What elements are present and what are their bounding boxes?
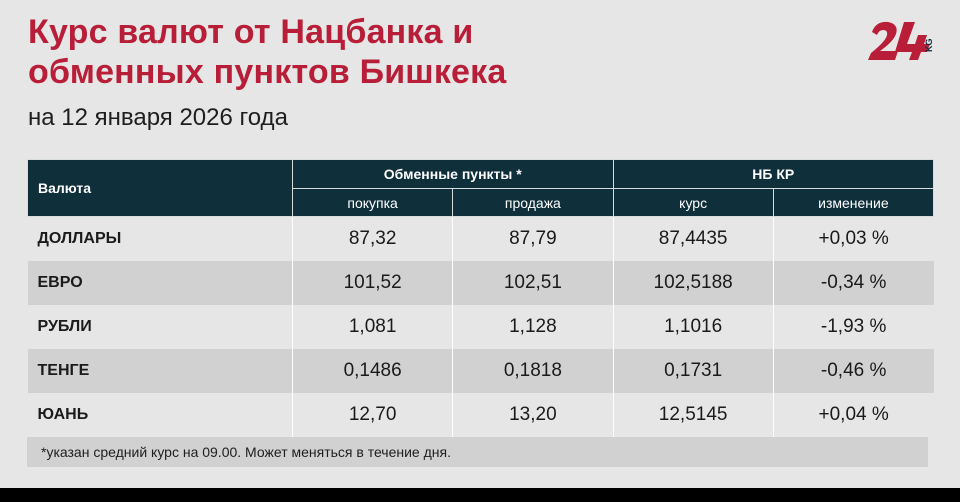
subtitle-date: на 12 января 2026 года xyxy=(28,104,288,131)
title-line-1: Курс валют от Нацбанка и xyxy=(28,13,474,51)
cell-currency: ЮАНЬ xyxy=(27,393,293,437)
table-row: РУБЛИ 1,081 1,128 1,1016 -1,93 % xyxy=(27,305,934,349)
table-row: ДОЛЛАРЫ 87,32 87,79 87,4435 +0,03 % xyxy=(27,216,934,261)
cell-rate: 87,4435 xyxy=(612,216,774,261)
header-sell: продажа xyxy=(452,188,614,217)
infographic-slide: Курс валют от Нацбанка и обменных пункто… xyxy=(0,0,960,488)
cell-buy: 87,32 xyxy=(291,216,453,261)
header-currency: Валюта xyxy=(27,159,293,217)
title-line-2: обменных пунктов Бишкека xyxy=(28,53,507,91)
table-row: ТЕНГЕ 0,1486 0,1818 0,1731 -0,46 % xyxy=(27,349,934,393)
logo-24kg-icon: KG xyxy=(868,21,934,61)
cell-sell: 0,1818 xyxy=(452,349,613,393)
page-title: Курс валют от Нацбанка и обменных пункто… xyxy=(28,12,748,92)
cell-buy: 1,081 xyxy=(291,305,453,349)
cell-sell: 102,51 xyxy=(452,261,613,305)
table-row: ЮАНЬ 12,70 13,20 12,5145 +0,04 % xyxy=(27,393,934,437)
cell-buy: 0,1486 xyxy=(291,349,453,393)
footnote: *указан средний курс на 09.00. Может мен… xyxy=(27,437,928,467)
header-nbkr: НБ КР xyxy=(612,159,935,189)
svg-text:KG: KG xyxy=(924,39,934,53)
header-exchange-points: Обменные пункты * xyxy=(292,159,614,189)
cell-currency: ДОЛЛАРЫ xyxy=(27,216,293,261)
cell-buy: 101,52 xyxy=(291,261,453,305)
header-change: изменение xyxy=(772,188,935,217)
cell-change: +0,03 % xyxy=(772,216,934,261)
cell-change: -0,34 % xyxy=(772,261,934,305)
cell-sell: 87,79 xyxy=(452,216,613,261)
cell-change: -1,93 % xyxy=(772,305,934,349)
cell-change: +0,04 % xyxy=(772,393,934,437)
cell-buy: 12,70 xyxy=(291,393,453,437)
rates-table: Валюта Обменные пункты * НБ КР покупка п… xyxy=(27,159,935,437)
cell-currency: РУБЛИ xyxy=(27,305,293,349)
cell-sell: 1,128 xyxy=(452,305,613,349)
header-rate: курс xyxy=(612,188,774,217)
header-buy: покупка xyxy=(291,188,454,217)
cell-sell: 13,20 xyxy=(452,393,613,437)
cell-currency: ТЕНГЕ xyxy=(27,349,293,393)
cell-rate: 12,5145 xyxy=(612,393,774,437)
cell-rate: 1,1016 xyxy=(612,305,774,349)
cell-rate: 0,1731 xyxy=(612,349,774,393)
table-row: ЕВРО 101,52 102,51 102,5188 -0,34 % xyxy=(27,261,934,305)
cell-rate: 102,5188 xyxy=(612,261,774,305)
cell-currency: ЕВРО xyxy=(27,261,293,305)
cell-change: -0,46 % xyxy=(772,349,934,393)
